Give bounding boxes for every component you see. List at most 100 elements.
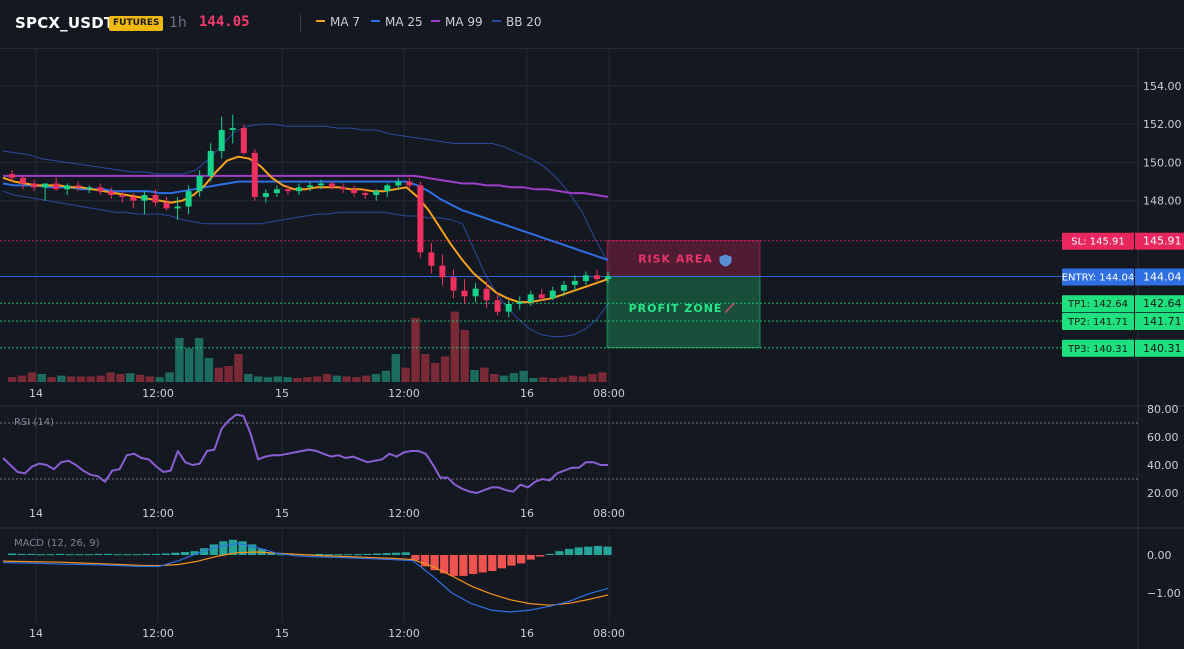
legend-ma99[interactable]: MA 99 xyxy=(431,15,483,29)
macd-histogram-bar xyxy=(440,555,449,574)
volume-bar xyxy=(539,377,548,382)
x-tick-label: 16 xyxy=(520,627,534,640)
profit-zone xyxy=(606,275,761,349)
candle-body xyxy=(174,206,181,209)
macd-histogram-bar xyxy=(324,554,334,556)
macd-histogram-bar xyxy=(555,551,564,555)
candle-body xyxy=(318,183,324,186)
volume-bar xyxy=(440,356,450,382)
candle-body xyxy=(571,281,578,285)
macd-histogram-bar xyxy=(565,548,574,555)
candle-body xyxy=(196,175,203,192)
macd-tick-label: −1.00 xyxy=(1147,587,1181,600)
tp3-label-tag xyxy=(1062,339,1134,357)
macd-histogram-bar xyxy=(36,554,45,556)
x-tick-label: 15 xyxy=(275,627,289,640)
legend-ma7[interactable]: MA 7 xyxy=(316,15,360,29)
legend-ma99-label: MA 99 xyxy=(445,15,483,29)
tp3-price-text: 140.31 xyxy=(1143,342,1182,355)
macd-histogram-bar xyxy=(180,552,190,555)
volume-bar xyxy=(411,318,420,382)
tp2-price-tag xyxy=(1135,313,1184,330)
macd-histogram-bar xyxy=(507,555,516,566)
x-tick-label: 12:00 xyxy=(388,387,420,400)
volume-bar xyxy=(244,374,253,382)
candle-body xyxy=(594,275,600,280)
candle-body xyxy=(9,174,15,178)
tp3-label-text: TP3: 140.31 xyxy=(1067,344,1128,355)
candle-body xyxy=(97,187,104,192)
macd-histogram-bar xyxy=(123,554,132,556)
volume-bar xyxy=(303,377,312,382)
candle-body xyxy=(450,277,457,291)
volume-bar xyxy=(450,311,459,382)
candle-body xyxy=(42,183,49,188)
volume-bar xyxy=(116,374,125,382)
legend-ma25[interactable]: MA 25 xyxy=(371,15,423,29)
x-tick-label: 15 xyxy=(275,387,289,400)
volume-bar xyxy=(204,358,214,382)
macd-histogram-bar xyxy=(353,554,362,556)
macd-histogram-bar xyxy=(113,554,122,556)
candle-body xyxy=(218,130,225,151)
entry-price-text: 144.04 xyxy=(1143,270,1182,283)
candle-body xyxy=(560,284,567,291)
macd-histogram-bar xyxy=(584,546,593,555)
macd-histogram-bar xyxy=(363,553,372,555)
x-tick-label: 12:00 xyxy=(142,627,174,640)
ma7-line xyxy=(2,155,609,304)
sl-label-text: SL: 145.91 xyxy=(1071,237,1124,248)
bb20-swatch xyxy=(492,19,501,22)
legend-bb20[interactable]: BB 20 xyxy=(492,15,542,29)
volume-bar xyxy=(135,374,145,382)
macd-histogram-bar xyxy=(152,553,161,555)
chart-header: SPCX_USDT FUTURES 1h 144.05 MA 7 MA 25 M… xyxy=(0,0,1184,49)
x-tick-label: 12:00 xyxy=(388,507,420,520)
candle-body xyxy=(351,189,358,194)
price-tick-label: 150.00 xyxy=(1143,156,1182,169)
macd-histogram-bar xyxy=(8,553,17,555)
candle-body xyxy=(362,193,369,195)
risk-zone-label: RISK AREA xyxy=(638,253,713,266)
candle-body xyxy=(130,196,137,201)
macd-signal-line xyxy=(2,551,609,606)
macd-histogram-bar xyxy=(248,544,257,555)
macd-histogram-bar xyxy=(372,553,382,555)
candle-body xyxy=(152,195,159,203)
candle-body xyxy=(108,191,115,195)
timeframe-label[interactable]: 1h xyxy=(169,15,187,31)
entry-label-tag xyxy=(1062,268,1134,286)
rsi-tick-label: 40.00 xyxy=(1147,459,1179,472)
candle-body xyxy=(461,290,468,297)
macd-histogram-bar xyxy=(171,552,180,555)
candle-body xyxy=(284,189,291,192)
candle-body xyxy=(31,183,38,188)
symbol-title[interactable]: SPCX_USDT xyxy=(15,14,115,32)
volume-bar xyxy=(362,375,371,382)
macd-histogram-bar xyxy=(344,554,353,556)
candle-body xyxy=(472,288,479,297)
candle-body xyxy=(395,181,402,186)
macd-histogram-bar xyxy=(526,555,535,560)
macd-histogram-bar xyxy=(56,553,65,555)
candle-body xyxy=(119,195,126,197)
x-tick-label: 08:00 xyxy=(593,507,625,520)
volume-bar xyxy=(431,362,440,382)
tp2-label-text: TP2: 141.71 xyxy=(1067,317,1128,328)
bb-upper-band xyxy=(2,123,609,263)
x-tick-label: 16 xyxy=(520,507,534,520)
macd-histogram-bar xyxy=(401,552,410,555)
macd-histogram-bar xyxy=(238,541,247,555)
candle-body xyxy=(384,185,391,192)
macd-histogram-bar xyxy=(104,553,113,555)
volume-bar xyxy=(17,375,27,382)
macd-histogram-bar xyxy=(593,545,602,555)
x-tick-label: 08:00 xyxy=(593,627,625,640)
macd-histogram-bar xyxy=(75,554,84,556)
volume-bar xyxy=(352,377,361,382)
rsi-tick-label: 20.00 xyxy=(1147,487,1179,500)
x-tick-label: 12:00 xyxy=(142,507,174,520)
volume-bar xyxy=(490,374,499,382)
volume-bar xyxy=(234,354,243,382)
